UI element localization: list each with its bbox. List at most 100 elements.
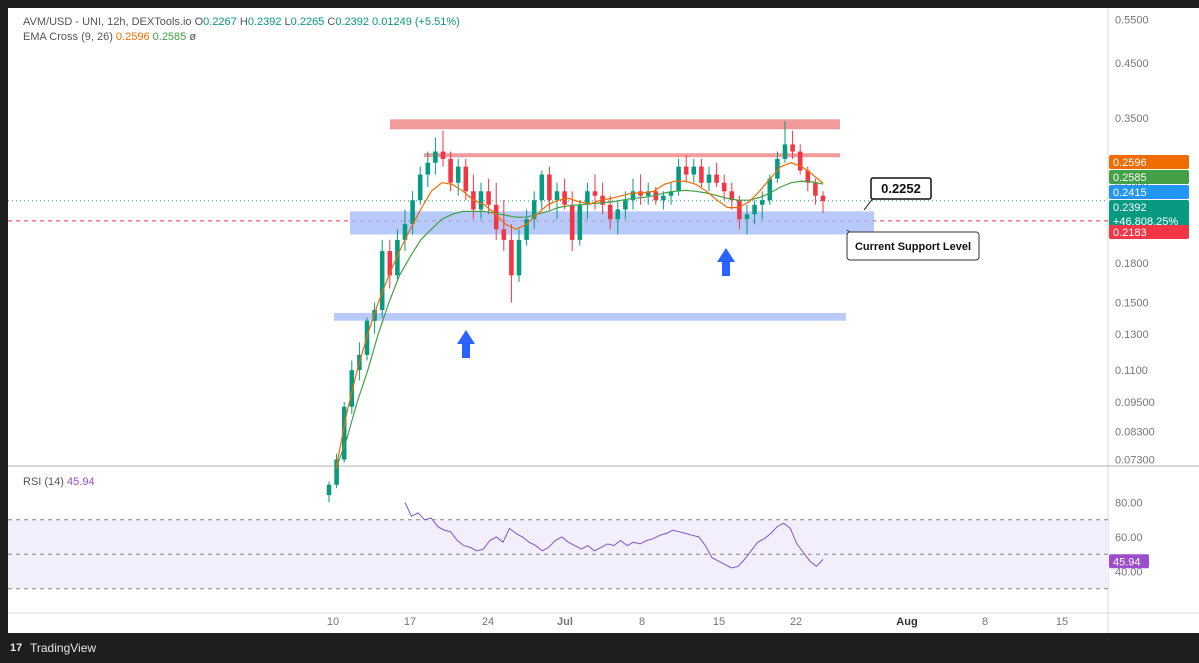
close-value: 0.2392 (335, 16, 369, 28)
candle (410, 191, 415, 235)
candle (782, 121, 788, 163)
candle-body (668, 191, 674, 196)
candle-body (782, 144, 788, 159)
candle (615, 200, 621, 235)
support-callout: Current Support Level (846, 229, 980, 261)
candle-body (585, 191, 590, 205)
price-legend: AVM/USD - UNI, 12h, DEXTools.io O0.2267 … (23, 16, 460, 28)
callout-text: 0.2252 (881, 181, 921, 196)
tradingview-logo-icon[interactable]: 17 (10, 642, 23, 654)
rsi-tick-label: 60.00 (1115, 532, 1143, 544)
brand-name[interactable]: TradingView (30, 641, 97, 655)
candle-layer (326, 121, 826, 503)
candle (645, 182, 651, 205)
candle (341, 402, 347, 463)
x-tick-label: 15 (1056, 616, 1068, 628)
candle (547, 166, 552, 210)
y-tick-label: 0.08300 (1115, 427, 1155, 439)
callout-box (846, 231, 980, 261)
candle (775, 151, 780, 183)
footer-bar: 17 TradingView (0, 633, 1199, 663)
zone-layer (8, 119, 1108, 321)
candle-body (797, 151, 803, 171)
candle-body (691, 166, 697, 175)
y-tick-label: 0.4500 (1115, 58, 1149, 70)
up-arrow-icon (717, 248, 735, 276)
candle (531, 191, 537, 230)
candle (820, 191, 826, 214)
candle (516, 229, 522, 282)
candle-body (607, 204, 613, 220)
callout-text: Current Support Level (855, 241, 971, 253)
candle (638, 174, 643, 205)
candle-body (440, 151, 446, 159)
candle (691, 158, 697, 183)
candle-body (417, 174, 423, 201)
candle (592, 174, 598, 210)
annotation-layer: 0.2252 Current Support Level (457, 177, 980, 358)
candle (676, 158, 681, 196)
candle-body (493, 204, 499, 230)
callout-box (870, 177, 932, 200)
y-tick-label: 0.1300 (1115, 329, 1149, 341)
lower-support-zone (334, 313, 846, 321)
price-badge-text: 0.2415 (1113, 187, 1147, 199)
candle-body (630, 191, 636, 201)
candle (668, 182, 674, 205)
price-badge-text: 0.2392 (1113, 202, 1147, 214)
candle-body (402, 224, 408, 240)
candle-body (562, 191, 567, 205)
ema-slow-line (335, 180, 824, 469)
candle (539, 170, 545, 210)
chart-canvas[interactable]: 0.55000.45000.35000.26000.18000.15000.13… (8, 8, 1199, 633)
candle-body (721, 182, 727, 192)
open-label: O (194, 16, 204, 28)
candle-body (547, 174, 552, 201)
y-tick-label: 0.5500 (1115, 15, 1149, 27)
candle (607, 195, 613, 230)
high-label: H (239, 16, 248, 28)
candle (569, 191, 575, 252)
candle (683, 155, 689, 183)
rsi-badge: 45.94 (1109, 554, 1149, 569)
candle-body (531, 200, 537, 220)
candle-body (410, 200, 415, 225)
candle-body (569, 204, 575, 240)
candle (699, 158, 704, 187)
candle-body (349, 370, 355, 407)
y-tick-label: 0.1100 (1115, 365, 1148, 377)
hide-icon[interactable]: ø (189, 31, 197, 43)
low-value: 0.2265 (290, 16, 325, 28)
resistance-band-upper (390, 119, 840, 130)
candle-body (676, 166, 681, 192)
candle (440, 130, 446, 167)
x-tick-label: 24 (482, 616, 494, 628)
candle (387, 239, 393, 289)
x-tick-label: Aug (896, 616, 917, 628)
rsi-name[interactable]: RSI (14) (23, 476, 64, 488)
x-tick-label: 17 (404, 616, 416, 628)
candle (425, 151, 431, 187)
candle (493, 182, 499, 240)
candle (790, 130, 795, 159)
candle-body (463, 166, 469, 192)
candle (630, 178, 636, 210)
candle-body (737, 200, 742, 220)
candle (326, 481, 332, 503)
chart-frame: 0.55000.45000.35000.26000.18000.15000.13… (8, 8, 1199, 633)
candle-body (387, 251, 393, 276)
candle-body (714, 174, 719, 183)
price-badge: 0.2183 (1109, 225, 1189, 239)
candle (714, 162, 719, 187)
price-badge: 0.2596 (1109, 155, 1189, 169)
open-value: 0.2267 (203, 16, 237, 28)
candle (402, 209, 408, 252)
ema-layer (335, 162, 824, 469)
candle (752, 200, 757, 225)
candle-body (729, 191, 735, 201)
x-tick-label: 8 (639, 616, 645, 628)
candle (661, 191, 666, 210)
ema-name[interactable]: EMA Cross (9, 26) (23, 31, 113, 43)
rsi-tick-label: 80.00 (1115, 498, 1143, 510)
candle-body (577, 204, 583, 240)
